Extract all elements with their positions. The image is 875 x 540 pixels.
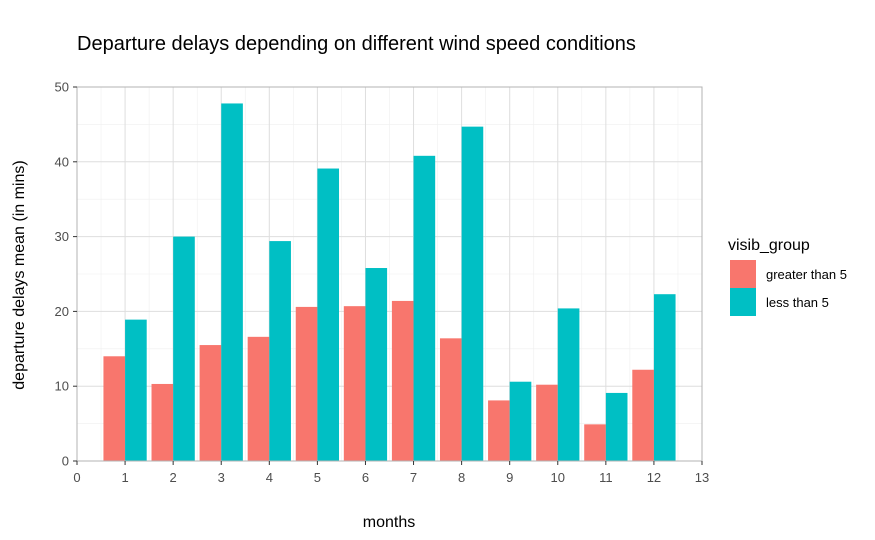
- x-tick-label: 0: [73, 470, 80, 485]
- bar-less-than-5-month-6: [365, 268, 388, 461]
- bar-greater-than-5-month-7: [391, 300, 414, 461]
- y-axis-ticks: 0 10 20 30 40 50: [55, 80, 77, 469]
- legend-label-greater-than-5: greater than 5: [766, 267, 847, 282]
- x-tick-label: 12: [647, 470, 661, 485]
- bar-less-than-5-month-12: [653, 294, 676, 461]
- x-tick-label: 2: [170, 470, 177, 485]
- bar-greater-than-5-month-6: [343, 306, 366, 461]
- legend-key-less-than-5: [730, 288, 756, 316]
- x-tick-label: 6: [362, 470, 369, 485]
- bar-less-than-5-month-11: [605, 392, 628, 461]
- bar-greater-than-5-month-10: [536, 384, 558, 461]
- y-tick-label: 10: [55, 379, 69, 394]
- plot-panel-border: [76, 86, 703, 462]
- grid-minor: [77, 87, 702, 461]
- y-tick-label: 0: [62, 454, 69, 469]
- legend-title: visib_group: [728, 237, 810, 254]
- x-tick-label: 10: [551, 470, 565, 485]
- bar-less-than-5-month-10: [557, 308, 580, 461]
- bar-greater-than-5-month-11: [584, 424, 606, 461]
- y-tick-label: 50: [55, 80, 69, 95]
- x-tick-label: 13: [695, 470, 709, 485]
- x-tick-label: 11: [599, 470, 613, 485]
- y-tick-label: 40: [55, 154, 69, 169]
- bar-greater-than-5-month-3: [199, 345, 222, 461]
- x-tick-label: 3: [218, 470, 225, 485]
- y-axis-title: departure delays mean (in mins): [11, 160, 28, 389]
- x-tick-label: 7: [410, 470, 417, 485]
- bar-greater-than-5-month-4: [247, 336, 270, 461]
- x-tick-label: 4: [266, 470, 273, 485]
- x-axis-title: months: [363, 514, 415, 531]
- y-tick-label: 20: [55, 304, 69, 319]
- bar-less-than-5-month-2: [173, 236, 195, 461]
- bars: [103, 103, 676, 462]
- x-axis-ticks: 0 1 2 3 4 5 6 7 8 9 10 11 12 13: [73, 461, 709, 485]
- bar-greater-than-5-month-9: [488, 400, 510, 461]
- bar-less-than-5-month-1: [125, 319, 147, 461]
- x-tick-label: 9: [506, 470, 513, 485]
- bar-greater-than-5-month-5: [295, 306, 318, 461]
- legend: visib_group greater than 5 less than 5: [728, 237, 847, 316]
- bar-less-than-5-month-4: [269, 241, 291, 461]
- y-tick-label: 30: [55, 229, 69, 244]
- x-tick-label: 8: [458, 470, 465, 485]
- bar-greater-than-5-month-2: [151, 383, 174, 461]
- chart-title: Departure delays depending on different …: [77, 33, 636, 55]
- bar-greater-than-5-month-8: [439, 338, 462, 461]
- legend-key-greater-than-5: [730, 260, 756, 288]
- bar-less-than-5-month-8: [461, 126, 484, 462]
- x-tick-label: 1: [121, 470, 128, 485]
- bar-less-than-5-month-9: [509, 381, 532, 461]
- bar-less-than-5-month-3: [221, 103, 243, 462]
- bar-less-than-5-month-7: [413, 155, 436, 462]
- legend-label-less-than-5: less than 5: [766, 295, 829, 310]
- bar-greater-than-5-month-1: [103, 356, 126, 461]
- x-tick-label: 5: [314, 470, 321, 485]
- bar-greater-than-5-month-12: [632, 369, 654, 461]
- bar-less-than-5-month-5: [317, 168, 340, 462]
